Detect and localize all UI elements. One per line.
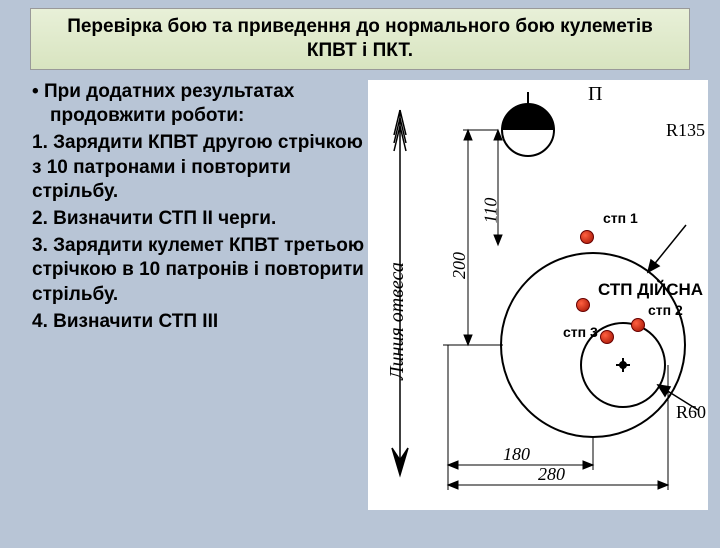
dim-110-lines [494, 130, 502, 245]
dim-110: 110 [480, 197, 501, 223]
dim-180: 180 [503, 444, 530, 465]
list-item-3: 3. Зарядити кулемет КПВТ третьою стрічко… [28, 234, 368, 308]
stp1-dot [580, 230, 594, 244]
diagram-column: Линия отвеса 200 110 180 280 R135 R60 П … [368, 80, 708, 510]
p-label: П [588, 83, 602, 106]
slide-title: Перевірка бою та приведення до нормально… [30, 8, 690, 70]
center-cross [616, 358, 630, 372]
dim-280: 280 [538, 464, 565, 485]
stp2-dot [631, 318, 645, 332]
r135-label: R135 [666, 120, 705, 141]
stp-main-dot [576, 298, 590, 312]
dim-200: 200 [449, 252, 470, 279]
plumb-label: Линия отвеса [386, 262, 409, 380]
top-marker [502, 92, 554, 156]
list-item-2: 2. Визначити СТП ІІ черги. [28, 207, 368, 232]
stp3-label: стп 3 [563, 324, 598, 340]
stp2-label: стп 2 [648, 302, 683, 318]
slide: Перевірка бою та приведення до нормально… [0, 8, 720, 548]
stp3-dot [600, 330, 614, 344]
dim-180-lines [448, 345, 593, 490]
stp1-label: стп 1 [603, 210, 638, 226]
r135-leader [648, 225, 686, 272]
text-column: • При додатних результатах продовжити ро… [28, 80, 368, 510]
dim-200-lines [463, 130, 498, 345]
r60-label: R60 [676, 402, 706, 423]
stp-main-label: СТП ДІЙСНА [598, 280, 703, 300]
content-area: • При додатних результатах продовжити ро… [0, 80, 720, 510]
bullet-intro: • При додатних результатах продовжити ро… [28, 80, 368, 129]
list-item-1: 1. Зарядити КПВТ другою стрічкою з 10 па… [28, 131, 368, 205]
bullet-text: При додатних результатах продовжити робо… [44, 81, 294, 127]
list-item-4: 4. Визначити СТП ІІІ [28, 310, 368, 335]
